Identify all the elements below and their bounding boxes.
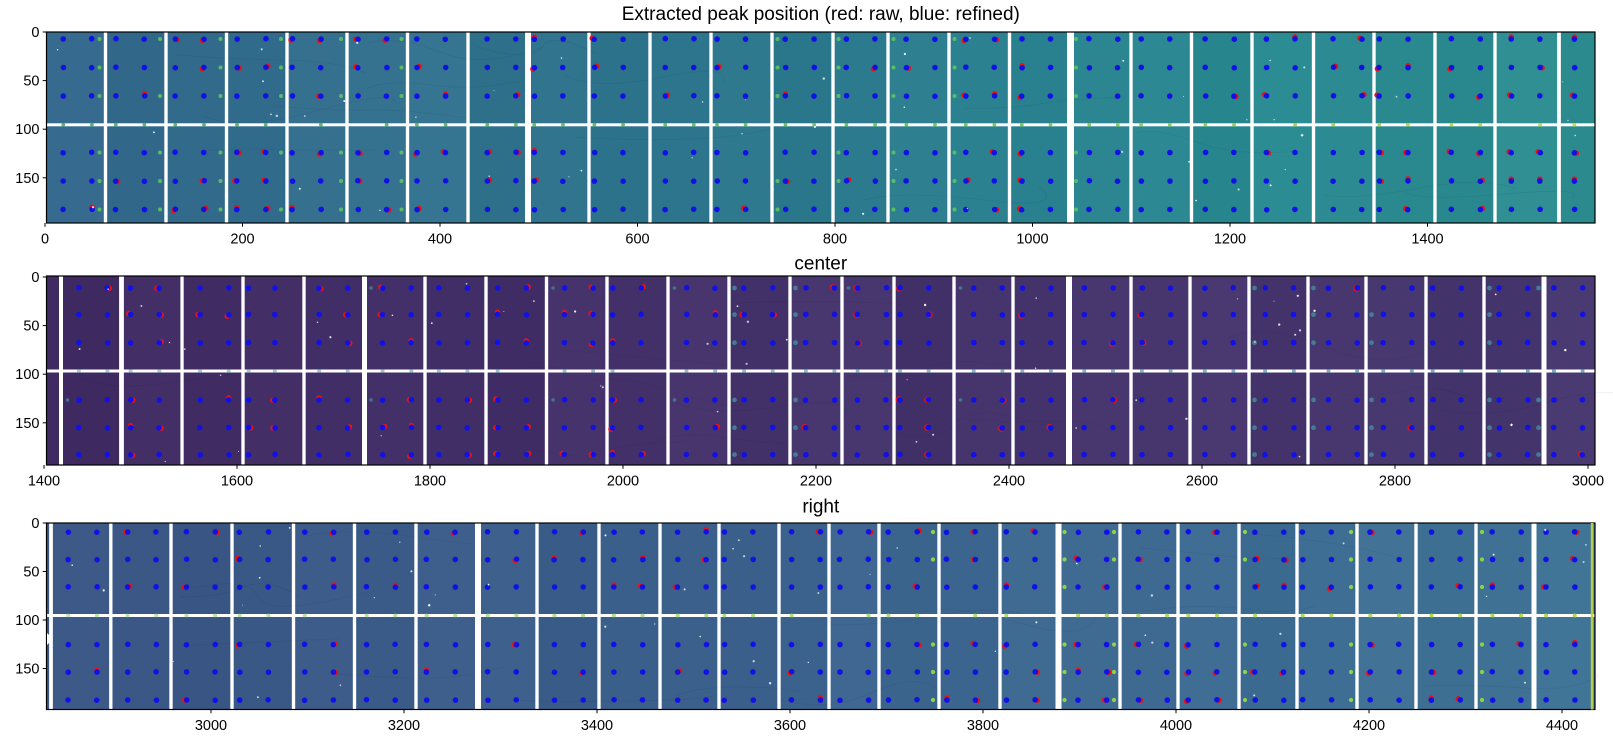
svg-text:400: 400 — [428, 232, 452, 248]
svg-text:3000: 3000 — [195, 718, 227, 734]
svg-text:800: 800 — [823, 232, 847, 248]
svg-text:2600: 2600 — [1186, 474, 1218, 490]
svg-text:50: 50 — [23, 74, 39, 90]
svg-text:2800: 2800 — [1379, 474, 1411, 490]
svg-text:3600: 3600 — [774, 718, 806, 734]
svg-text:2200: 2200 — [800, 474, 832, 490]
svg-text:1800: 1800 — [414, 474, 446, 490]
svg-text:4400: 4400 — [1546, 718, 1578, 734]
svg-text:150: 150 — [15, 171, 39, 187]
svg-text:1000: 1000 — [1016, 232, 1048, 248]
svg-text:50: 50 — [23, 565, 39, 581]
svg-text:0: 0 — [31, 516, 39, 532]
svg-text:3200: 3200 — [388, 718, 420, 734]
svg-text:100: 100 — [15, 122, 39, 138]
svg-text:100: 100 — [15, 613, 39, 629]
svg-text:150: 150 — [15, 662, 39, 678]
svg-text:0: 0 — [41, 232, 49, 248]
svg-text:4200: 4200 — [1353, 718, 1385, 734]
svg-text:0: 0 — [31, 270, 39, 286]
svg-text:1200: 1200 — [1214, 232, 1246, 248]
svg-text:200: 200 — [230, 232, 254, 248]
svg-text:2400: 2400 — [993, 474, 1025, 490]
svg-text:0: 0 — [31, 25, 39, 41]
svg-text:1600: 1600 — [221, 474, 253, 490]
svg-text:1400: 1400 — [1411, 232, 1443, 248]
svg-text:3000: 3000 — [1572, 474, 1604, 490]
svg-text:2000: 2000 — [607, 474, 639, 490]
svg-text:1400: 1400 — [28, 474, 60, 490]
svg-text:3400: 3400 — [581, 718, 613, 734]
svg-text:100: 100 — [15, 367, 39, 383]
svg-text:center: center — [794, 253, 847, 274]
svg-text:600: 600 — [625, 232, 649, 248]
svg-text:Extracted peak position (red:: Extracted peak position (red: raw, blue:… — [622, 4, 1020, 25]
svg-text:4000: 4000 — [1160, 718, 1192, 734]
svg-text:3800: 3800 — [967, 718, 999, 734]
svg-text:right: right — [802, 497, 840, 518]
svg-text:50: 50 — [23, 319, 39, 335]
svg-text:150: 150 — [15, 416, 39, 432]
